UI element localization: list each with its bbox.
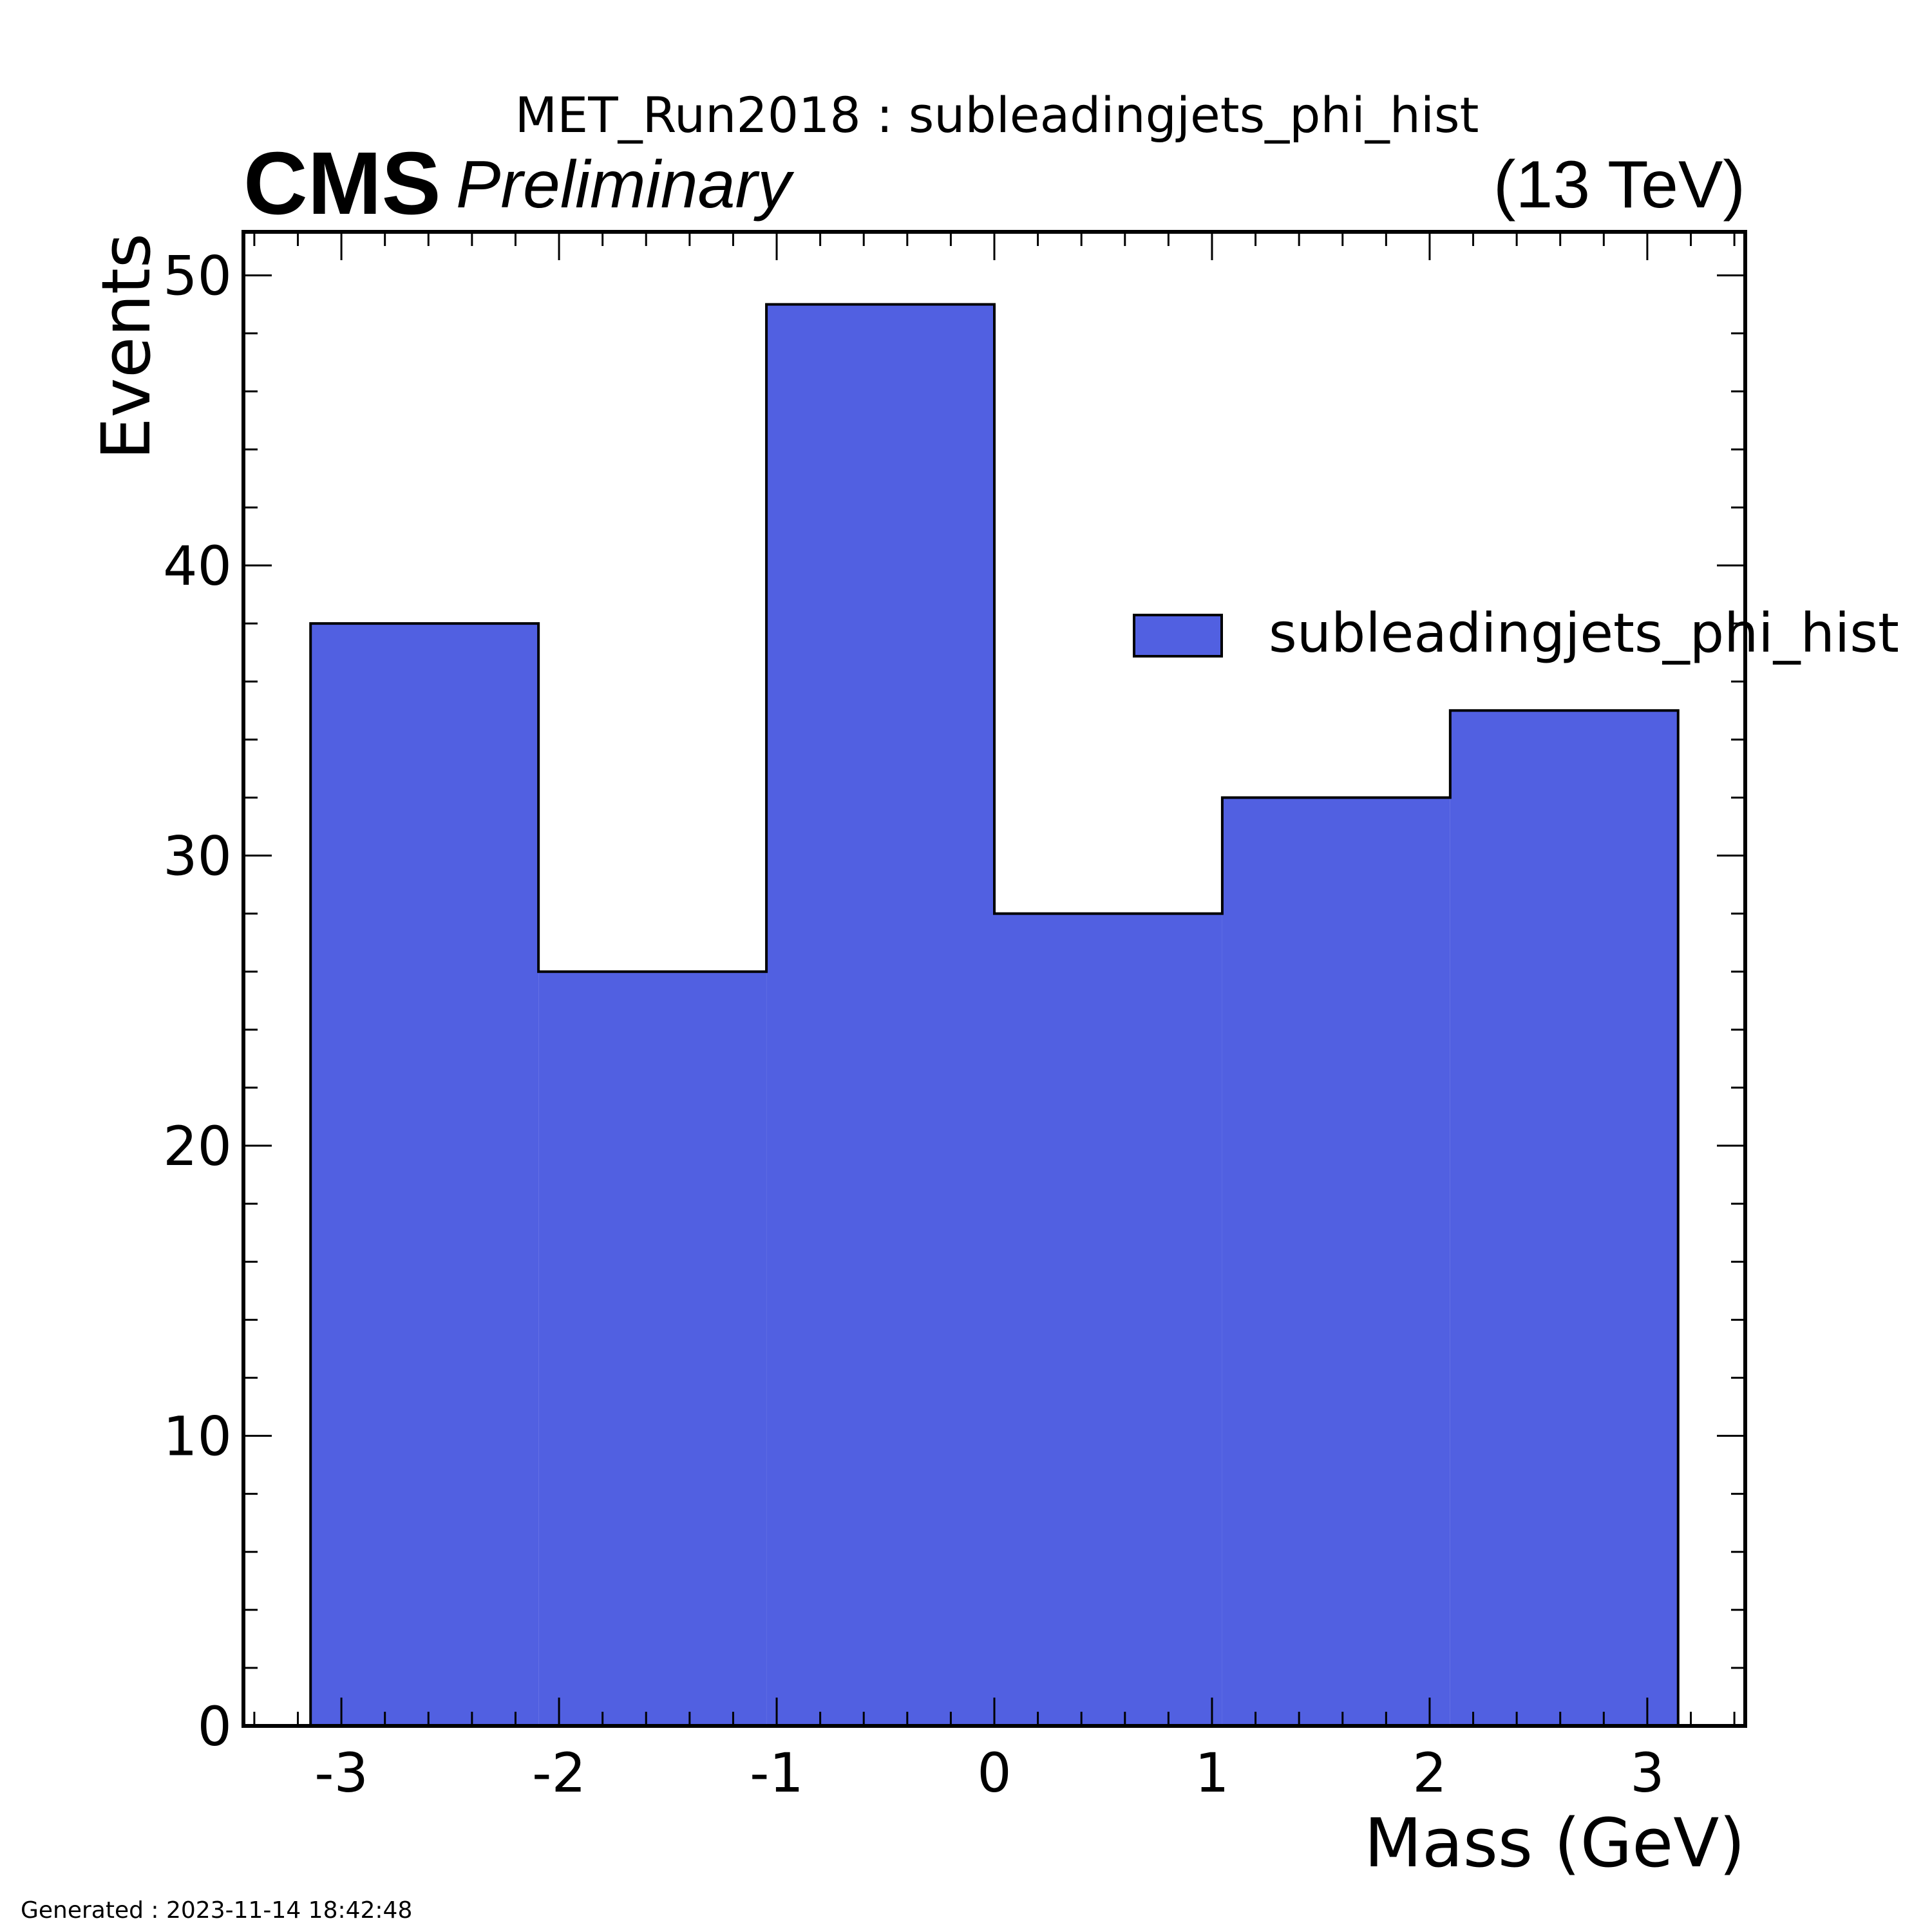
x-tick-label: -2 [532,1741,586,1804]
histogram-bar [310,623,539,1727]
histogram-bar [538,971,767,1726]
histogram-bar [1450,710,1678,1726]
y-tick-label: 0 [198,1695,232,1758]
legend-swatch [1133,614,1223,658]
histogram-bar [994,913,1222,1726]
y-tick-label: 50 [163,245,232,308]
y-tick-label: 40 [163,535,232,598]
histogram-bar [1222,797,1450,1726]
energy-label: (13 TeV) [1493,147,1745,222]
cms-label: CMS [243,134,441,233]
chart-title: MET_Run2018 : subleadingjets_phi_hist [515,86,1479,144]
histogram-outline [309,303,1680,1726]
x-tick-label: -1 [750,1741,804,1804]
plot-frame [242,230,1747,1728]
y-tick-label: 10 [163,1405,232,1468]
y-tick-label: 20 [163,1115,232,1178]
histogram-bar [766,304,994,1727]
legend-label: subleadingjets_phi_hist [1269,601,1899,665]
x-tick-label: 1 [1195,1741,1229,1804]
x-axis-label: Mass (GeV) [1364,1804,1745,1882]
preliminary-label: Preliminary [456,147,795,222]
x-tick-label: 3 [1630,1741,1664,1804]
bars-layer [309,303,1680,1727]
x-tick-label: -3 [314,1741,368,1804]
ticks-layer [243,232,1745,1727]
y-tick-label: 30 [163,825,232,888]
x-tick-label: 2 [1412,1741,1446,1804]
x-tick-label: 0 [977,1741,1011,1804]
y-axis-label: Events [87,233,166,460]
generated-timestamp: Generated : 2023-11-14 18:42:48 [21,1897,412,1924]
